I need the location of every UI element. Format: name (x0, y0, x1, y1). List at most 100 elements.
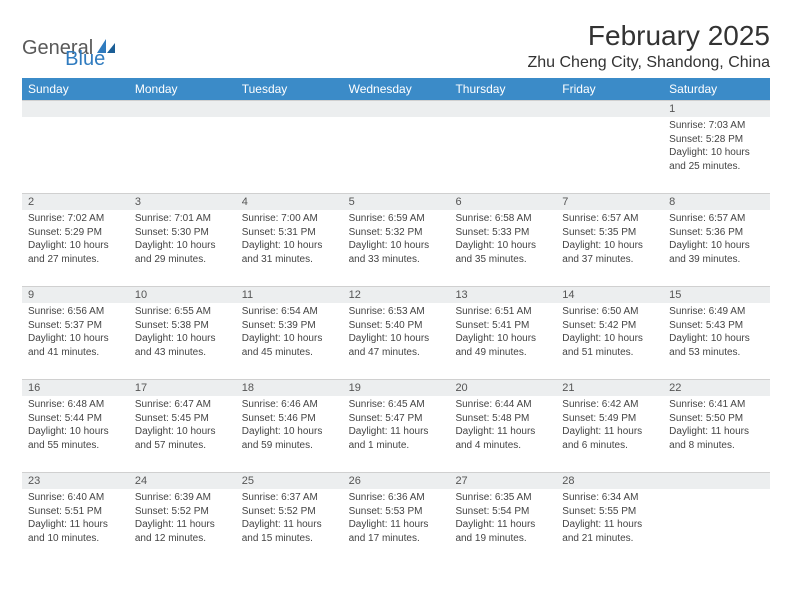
day-details: Sunrise: 6:57 AMSunset: 5:35 PMDaylight:… (556, 210, 663, 268)
sunrise-text: Sunrise: 6:37 AM (242, 491, 337, 505)
day-number: 19 (343, 379, 450, 396)
daylight-text: Daylight: 10 hours and 33 minutes. (349, 239, 444, 266)
day-details: Sunrise: 6:53 AMSunset: 5:40 PMDaylight:… (343, 303, 450, 361)
day-cell: 11Sunrise: 6:54 AMSunset: 5:39 PMDayligh… (236, 286, 343, 379)
day-number: 15 (663, 286, 770, 303)
day-details: Sunrise: 6:55 AMSunset: 5:38 PMDaylight:… (129, 303, 236, 361)
day-cell (556, 100, 663, 193)
day-details (343, 117, 450, 121)
day-cell: 20Sunrise: 6:44 AMSunset: 5:48 PMDayligh… (449, 379, 556, 472)
day-number: 22 (663, 379, 770, 396)
day-details: Sunrise: 7:02 AMSunset: 5:29 PMDaylight:… (22, 210, 129, 268)
day-details: Sunrise: 6:36 AMSunset: 5:53 PMDaylight:… (343, 489, 450, 547)
day-details: Sunrise: 6:47 AMSunset: 5:45 PMDaylight:… (129, 396, 236, 454)
day-details: Sunrise: 6:46 AMSunset: 5:46 PMDaylight:… (236, 396, 343, 454)
sunset-text: Sunset: 5:38 PM (135, 319, 230, 333)
day-number: 16 (22, 379, 129, 396)
day-cell: 7Sunrise: 6:57 AMSunset: 5:35 PMDaylight… (556, 193, 663, 286)
day-details: Sunrise: 6:37 AMSunset: 5:52 PMDaylight:… (236, 489, 343, 547)
day-details (449, 117, 556, 121)
day-number: 8 (663, 193, 770, 210)
sunrise-text: Sunrise: 7:00 AM (242, 212, 337, 226)
day-number (556, 100, 663, 117)
sunset-text: Sunset: 5:37 PM (28, 319, 123, 333)
calendar: Sunday Monday Tuesday Wednesday Thursday… (22, 78, 770, 565)
day-details (556, 117, 663, 121)
sunrise-text: Sunrise: 6:44 AM (455, 398, 550, 412)
sunrise-text: Sunrise: 6:36 AM (349, 491, 444, 505)
sunset-text: Sunset: 5:43 PM (669, 319, 764, 333)
day-details: Sunrise: 6:49 AMSunset: 5:43 PMDaylight:… (663, 303, 770, 361)
day-number (663, 472, 770, 489)
day-number: 3 (129, 193, 236, 210)
day-cell: 26Sunrise: 6:36 AMSunset: 5:53 PMDayligh… (343, 472, 450, 565)
week-row: 9Sunrise: 6:56 AMSunset: 5:37 PMDaylight… (22, 286, 770, 379)
sunrise-text: Sunrise: 7:03 AM (669, 119, 764, 133)
sunset-text: Sunset: 5:35 PM (562, 226, 657, 240)
day-details: Sunrise: 6:39 AMSunset: 5:52 PMDaylight:… (129, 489, 236, 547)
day-details: Sunrise: 6:58 AMSunset: 5:33 PMDaylight:… (449, 210, 556, 268)
sunset-text: Sunset: 5:39 PM (242, 319, 337, 333)
sunset-text: Sunset: 5:46 PM (242, 412, 337, 426)
sunset-text: Sunset: 5:48 PM (455, 412, 550, 426)
day-number: 25 (236, 472, 343, 489)
day-cell (663, 472, 770, 565)
week-row: 16Sunrise: 6:48 AMSunset: 5:44 PMDayligh… (22, 379, 770, 472)
title-block: February 2025 Zhu Cheng City, Shandong, … (527, 20, 770, 72)
day-number: 23 (22, 472, 129, 489)
daylight-text: Daylight: 11 hours and 12 minutes. (135, 518, 230, 545)
day-cell: 12Sunrise: 6:53 AMSunset: 5:40 PMDayligh… (343, 286, 450, 379)
sunrise-text: Sunrise: 6:40 AM (28, 491, 123, 505)
logo-text-blue: Blue (65, 48, 105, 71)
sunset-text: Sunset: 5:52 PM (242, 505, 337, 519)
day-details: Sunrise: 6:51 AMSunset: 5:41 PMDaylight:… (449, 303, 556, 361)
logo: General Blue (22, 20, 105, 71)
day-number: 10 (129, 286, 236, 303)
day-number (449, 100, 556, 117)
day-details: Sunrise: 6:44 AMSunset: 5:48 PMDaylight:… (449, 396, 556, 454)
day-cell: 4Sunrise: 7:00 AMSunset: 5:31 PMDaylight… (236, 193, 343, 286)
daylight-text: Daylight: 10 hours and 29 minutes. (135, 239, 230, 266)
day-number: 13 (449, 286, 556, 303)
daylight-text: Daylight: 10 hours and 59 minutes. (242, 425, 337, 452)
day-number: 28 (556, 472, 663, 489)
daylight-text: Daylight: 10 hours and 43 minutes. (135, 332, 230, 359)
day-number (236, 100, 343, 117)
day-number: 26 (343, 472, 450, 489)
daylight-text: Daylight: 11 hours and 6 minutes. (562, 425, 657, 452)
daylight-text: Daylight: 10 hours and 27 minutes. (28, 239, 123, 266)
daylight-text: Daylight: 10 hours and 55 minutes. (28, 425, 123, 452)
sunset-text: Sunset: 5:42 PM (562, 319, 657, 333)
day-cell: 28Sunrise: 6:34 AMSunset: 5:55 PMDayligh… (556, 472, 663, 565)
day-number: 9 (22, 286, 129, 303)
sunrise-text: Sunrise: 6:46 AM (242, 398, 337, 412)
sunset-text: Sunset: 5:54 PM (455, 505, 550, 519)
sunrise-text: Sunrise: 6:47 AM (135, 398, 230, 412)
day-number: 6 (449, 193, 556, 210)
sunset-text: Sunset: 5:28 PM (669, 133, 764, 147)
day-cell: 14Sunrise: 6:50 AMSunset: 5:42 PMDayligh… (556, 286, 663, 379)
sunset-text: Sunset: 5:44 PM (28, 412, 123, 426)
sunset-text: Sunset: 5:51 PM (28, 505, 123, 519)
day-cell: 5Sunrise: 6:59 AMSunset: 5:32 PMDaylight… (343, 193, 450, 286)
day-cell: 2Sunrise: 7:02 AMSunset: 5:29 PMDaylight… (22, 193, 129, 286)
sunset-text: Sunset: 5:55 PM (562, 505, 657, 519)
day-cell: 17Sunrise: 6:47 AMSunset: 5:45 PMDayligh… (129, 379, 236, 472)
sunrise-text: Sunrise: 6:50 AM (562, 305, 657, 319)
sunset-text: Sunset: 5:30 PM (135, 226, 230, 240)
sunrise-text: Sunrise: 6:54 AM (242, 305, 337, 319)
day-cell: 6Sunrise: 6:58 AMSunset: 5:33 PMDaylight… (449, 193, 556, 286)
sunset-text: Sunset: 5:52 PM (135, 505, 230, 519)
daylight-text: Daylight: 11 hours and 10 minutes. (28, 518, 123, 545)
sunrise-text: Sunrise: 6:55 AM (135, 305, 230, 319)
sunset-text: Sunset: 5:47 PM (349, 412, 444, 426)
daylight-text: Daylight: 10 hours and 51 minutes. (562, 332, 657, 359)
sunset-text: Sunset: 5:32 PM (349, 226, 444, 240)
sunrise-text: Sunrise: 6:45 AM (349, 398, 444, 412)
weeks-container: 1Sunrise: 7:03 AMSunset: 5:28 PMDaylight… (22, 100, 770, 565)
day-details: Sunrise: 6:40 AMSunset: 5:51 PMDaylight:… (22, 489, 129, 547)
daylight-text: Daylight: 10 hours and 47 minutes. (349, 332, 444, 359)
day-details: Sunrise: 6:59 AMSunset: 5:32 PMDaylight:… (343, 210, 450, 268)
sunset-text: Sunset: 5:53 PM (349, 505, 444, 519)
day-cell: 3Sunrise: 7:01 AMSunset: 5:30 PMDaylight… (129, 193, 236, 286)
